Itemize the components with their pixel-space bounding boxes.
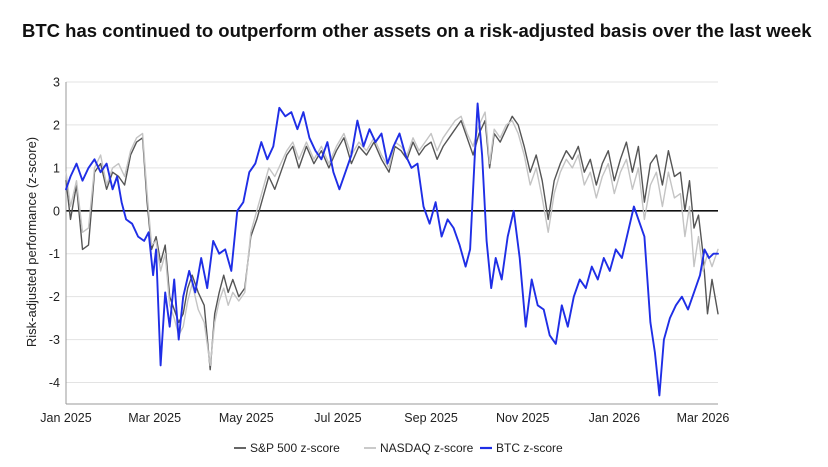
y-tick-label: -2 [49,290,60,304]
x-tick-label: Mar 2026 [677,411,730,425]
y-tick-label: 1 [53,161,60,175]
y-tick-label: 0 [53,204,60,218]
gridlines [66,81,718,384]
y-axis-label: Risk-adjusted performance (z-score) [24,137,39,347]
y-tick-label: 2 [53,118,60,132]
axes: 3 2 1 0 -1 -2 -3 -4 Jan 2025 Mar 2025 May 2025 Jul … [40,76,729,426]
y-tick-label: -3 [49,333,60,347]
chart-title: BTC has continued to outperform other as… [22,20,812,41]
x-tick-label: Jan 2026 [589,411,640,425]
legend: S&P 500 z-score NASDAQ z-score BTC z-score [234,441,563,455]
series-lines [65,102,719,397]
series-line-s-p-500-z-score [65,115,719,371]
x-tick-label: Mar 2025 [128,411,181,425]
y-tick-label: -1 [49,247,60,261]
x-tick-label: Sep 2025 [404,411,458,425]
x-tick-label: Nov 2025 [496,411,550,425]
x-tick-label: Jan 2025 [40,411,91,425]
legend-label: BTC z-score [496,441,563,455]
x-tick-label: Jul 2025 [314,411,361,425]
x-tick-label: May 2025 [219,411,274,425]
series-line-btc-z-score [65,102,719,397]
legend-label: S&P 500 z-score [250,441,340,455]
y-tick-label: -4 [49,376,60,390]
y-tick-label: 3 [53,76,60,90]
legend-label: NASDAQ z-score [380,441,474,455]
